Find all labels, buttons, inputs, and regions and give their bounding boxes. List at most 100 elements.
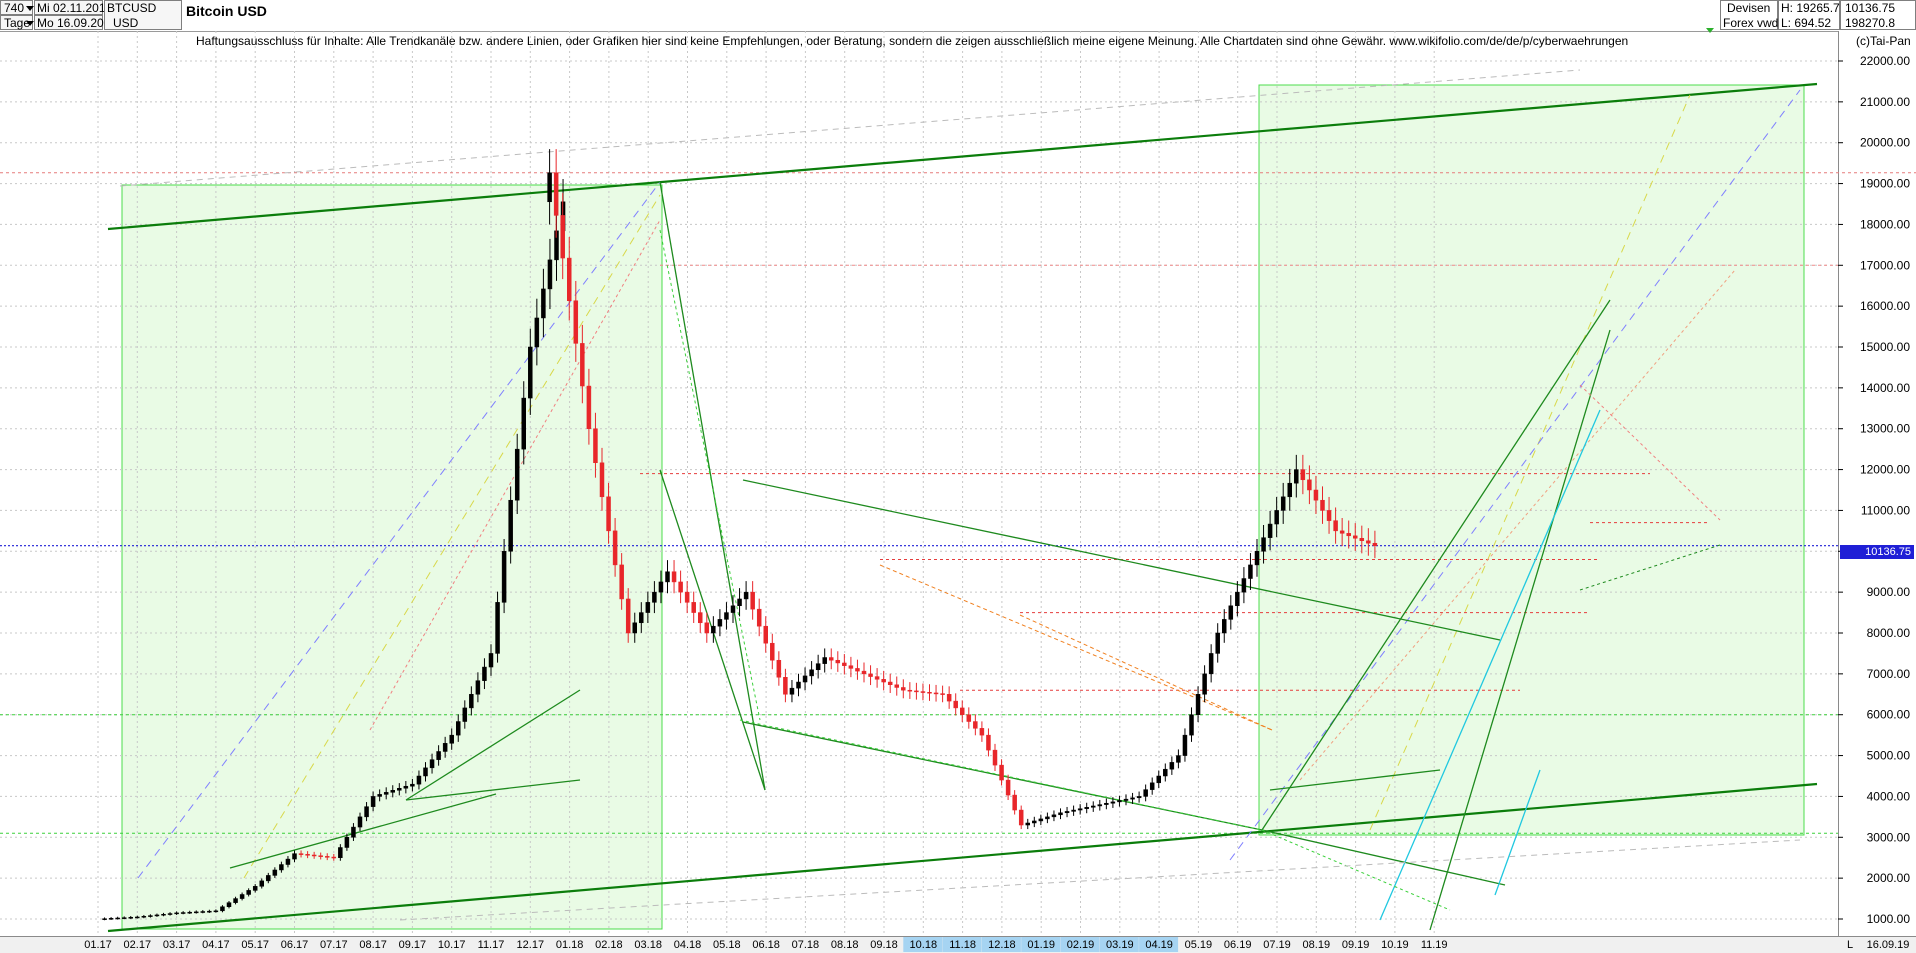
market-info: Devisen Forex vwd (1720, 0, 1778, 30)
candle-body (783, 677, 788, 695)
x-tick-label: 03.19 (1106, 939, 1134, 951)
y-tick-label: 5000.00 (1867, 749, 1911, 763)
candle-body (495, 602, 500, 654)
candle-body (200, 911, 206, 913)
candle-body (1228, 605, 1234, 620)
copyright-label: (c)Tai-Pan (1856, 34, 1911, 48)
orange-downtrend-1 (879, 564, 1273, 731)
candle-body (1274, 510, 1279, 525)
date-to-field[interactable]: Mo 16.09.2019 (34, 15, 117, 30)
candle-body (1051, 814, 1057, 818)
candle-body (1025, 822, 1030, 826)
candle-body (338, 847, 343, 858)
candle-body (1241, 578, 1247, 593)
candle-body (377, 794, 382, 797)
candle-body (573, 300, 579, 344)
candle-body (1136, 796, 1142, 799)
candle-body (1333, 520, 1338, 532)
candle-body (1280, 496, 1286, 511)
candle-body (914, 690, 919, 693)
x-tick-label: 04.18 (674, 939, 702, 951)
candle-body (475, 680, 481, 695)
y-tick-label: 17000.00 (1860, 258, 1910, 272)
candle-body (612, 530, 618, 566)
candle-body (194, 911, 199, 914)
y-tick-label: 21000.00 (1860, 95, 1910, 109)
marker-triangle-icon (1706, 28, 1714, 33)
candle-body (691, 602, 696, 613)
candle-body (1326, 510, 1332, 521)
candle-body (580, 343, 585, 387)
currency-value: USD (113, 16, 139, 30)
symbol-field[interactable]: BTCUSD USD (104, 0, 182, 30)
candle-body (501, 551, 507, 603)
y-tick-label: 8000.00 (1867, 626, 1911, 640)
candle-body (298, 853, 304, 855)
trend-line-channel-2017 (405, 689, 581, 801)
candle-body (547, 259, 553, 290)
x-tick-label: 03.17 (163, 939, 191, 951)
candle-body (1248, 564, 1253, 579)
candle-body (482, 666, 487, 681)
candle-body (311, 854, 317, 857)
x-tick-label: 06.17 (281, 939, 309, 951)
bars-count-dropdown[interactable]: 740 (0, 0, 34, 15)
trend-line-flat-2017 (405, 779, 581, 801)
candle-body (102, 918, 107, 920)
candle-body (920, 691, 926, 693)
candle-body (802, 675, 808, 683)
candle-body (416, 775, 422, 785)
dashed-line-2 (659, 229, 761, 721)
candle-body (861, 670, 867, 675)
candle-body (128, 917, 133, 919)
price-chart[interactable]: 1000.00 2000.00 3000.00 4000.00 5000.00 6000.… (0, 31, 1916, 952)
x-tick-highlight (903, 937, 943, 952)
candle-body (822, 657, 827, 664)
candle-body (161, 913, 166, 916)
x-tick-label: 11.18 (949, 939, 976, 951)
candle-body (756, 608, 762, 627)
zone-box-2017 (121, 184, 663, 930)
candle-body (1300, 469, 1306, 481)
candle-body (586, 385, 592, 429)
candle-body (933, 692, 939, 695)
dashed-support-2 (1261, 829, 1451, 911)
trend-line-down-2018 (659, 181, 766, 791)
x-tick-label: 04.17 (202, 939, 230, 951)
low-label: L: 694.52 (1781, 16, 1832, 30)
candle-body (901, 687, 906, 691)
dashed-triangle-lower (1579, 544, 1721, 591)
period-dropdown[interactable]: Tage (0, 15, 34, 30)
candle-body (848, 665, 854, 669)
date-from-field[interactable]: Mi 02.11.2016 (34, 0, 112, 15)
y-tick-label: 22000.00 (1860, 54, 1910, 68)
y-tick-label: 9000.00 (1867, 585, 1911, 599)
candle-body (226, 902, 232, 907)
trend-line-steep-2019b (1429, 329, 1611, 931)
fan-line-yellow-left (243, 194, 661, 879)
candle-body (1058, 812, 1063, 816)
x-tick-label: 10.18 (910, 939, 938, 951)
x-tick-label: 05.17 (241, 939, 269, 951)
candle-body (1320, 499, 1325, 511)
candle-body (1294, 469, 1299, 484)
candle-body (1038, 818, 1044, 822)
trend-line-cyan-1 (1494, 769, 1541, 896)
candle-body (233, 898, 238, 903)
candle-body (737, 598, 742, 607)
candle-body (1176, 755, 1181, 763)
y-tick-label: 14000.00 (1860, 381, 1910, 395)
x-tick-label: 06.19 (1224, 939, 1252, 951)
candle-body (907, 689, 913, 692)
candle-body (606, 496, 611, 532)
x-tick-highlight (1099, 937, 1139, 952)
candle-body (1195, 694, 1201, 715)
market-label: Devisen (1727, 1, 1771, 15)
bars-count-value: 740 (4, 1, 25, 15)
candle-body (1215, 632, 1220, 654)
period-value: Tage (4, 16, 31, 30)
candle-body (1307, 479, 1312, 491)
candle-body (370, 796, 376, 807)
candle-body (1084, 807, 1089, 809)
candle-body (423, 767, 428, 777)
